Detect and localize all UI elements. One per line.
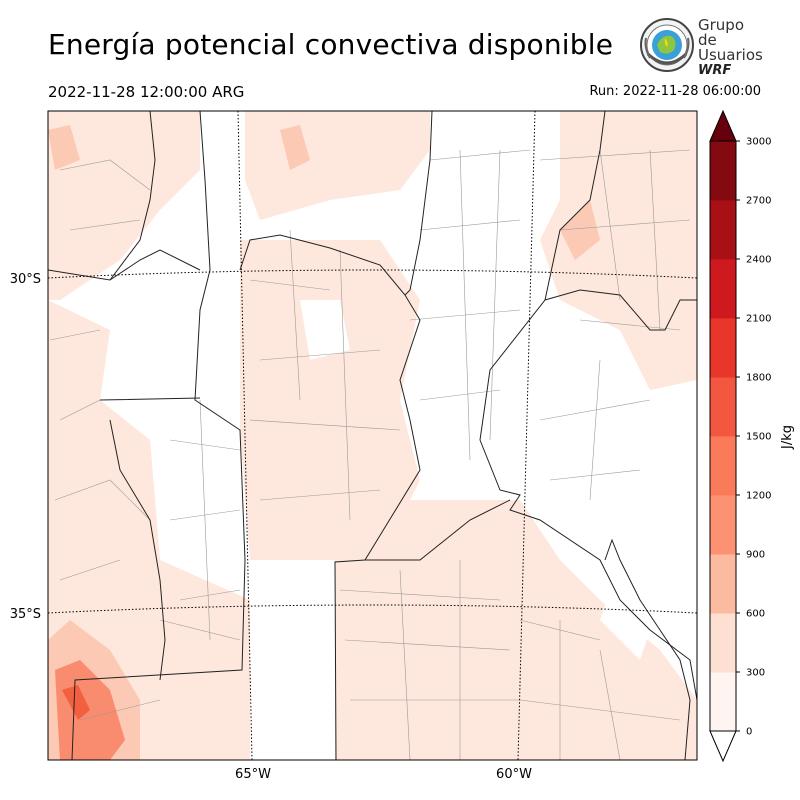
colorbar-tick-label: 1500 <box>746 432 771 443</box>
colorbar-segment <box>710 259 736 319</box>
logo-line-2: Usuarios <box>698 46 763 64</box>
colorbar-segment <box>710 613 736 673</box>
cape-shading-region <box>160 560 250 760</box>
parallel-35s <box>48 604 697 614</box>
cape-shading-region <box>62 685 90 720</box>
colorbar-tick-label: 2100 <box>746 314 771 325</box>
cape-gap <box>300 300 350 360</box>
colorbar-tick-label: 2700 <box>746 196 771 207</box>
colorbar-segment <box>710 672 736 732</box>
map-frame <box>47 110 698 761</box>
department-boundaries <box>49 149 691 760</box>
logo-text: Grupo de Usuarios WRF <box>698 16 763 79</box>
wrf-logo-emblem <box>640 18 694 72</box>
colorbar-tick-label: 1200 <box>746 491 771 502</box>
colorbar-segment <box>710 377 736 437</box>
cape-shading-region <box>280 125 310 170</box>
cape-shading-region <box>560 200 600 260</box>
lat-label: 30°S <box>10 272 41 287</box>
graticule <box>48 111 697 760</box>
cape-shading-region <box>48 125 80 170</box>
cape-field <box>48 111 697 760</box>
coastline <box>604 538 691 760</box>
cape-shading-region <box>240 240 420 560</box>
lon-label: 60°W <box>496 767 532 782</box>
colorbar-tick-label: 1800 <box>746 373 771 384</box>
colorbar-segment <box>710 495 736 555</box>
colorbar-segment <box>710 436 736 496</box>
cape-shading-region <box>335 500 697 760</box>
run-time: Run: 2022-11-28 06:00:00 <box>589 84 761 99</box>
map-title: Energía potencial convectiva disponible <box>48 28 614 61</box>
cape-shading-region <box>540 111 697 390</box>
colorbar: 0 300 600 900 1200 1500 1800 2100 2400 2700 3000 <box>709 109 771 763</box>
map-panel <box>47 110 698 761</box>
logo-line-3: WRF <box>698 63 732 78</box>
colorbar-segment <box>710 554 736 614</box>
valid-time: 2022-11-28 12:00:00 ARG <box>48 83 245 101</box>
cape-gap <box>260 600 330 680</box>
colorbar-segment <box>710 200 736 260</box>
lat-label: 35°S <box>10 607 41 622</box>
wrf-logo: Grupo de Usuarios WRF <box>638 14 763 78</box>
colorbar-segment <box>710 318 736 378</box>
parallel-30s <box>48 269 697 279</box>
colorbar-tick-label: 300 <box>746 668 765 679</box>
colorbar-tick-label: 600 <box>746 609 765 620</box>
colorbar-tick-label: 2400 <box>746 255 771 266</box>
colorbar-label: J/kg <box>780 425 795 450</box>
colorbar-extend-max <box>709 109 737 142</box>
colorbar-segment <box>710 141 736 201</box>
colorbar-tick-label: 900 <box>746 550 765 561</box>
colorbar-tick-label: 3000 <box>746 137 771 148</box>
colorbar-tick-label: 0 <box>746 727 752 738</box>
lon-label: 65°W <box>235 767 271 782</box>
colorbar-extend-min <box>709 730 737 763</box>
cape-shading-region <box>48 111 200 300</box>
logo-line-1: Grupo de <box>698 16 744 49</box>
